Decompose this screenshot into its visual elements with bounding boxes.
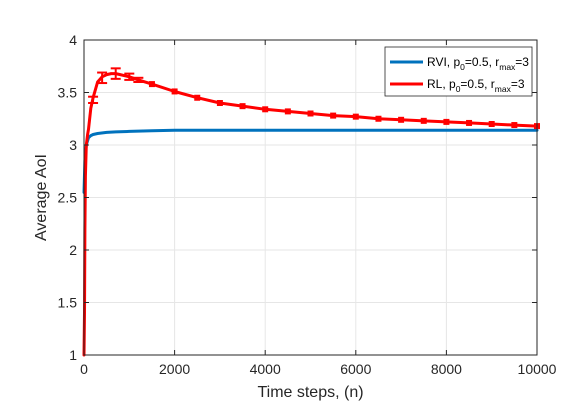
legend-entry-rl: RL, p0=0.5, rmax=3 bbox=[427, 77, 525, 94]
series-line-rvi bbox=[82, 128, 539, 194]
y-tick-label: 1.5 bbox=[58, 295, 78, 311]
y-tick-label: 4 bbox=[69, 32, 77, 48]
data-marker bbox=[148, 81, 155, 88]
x-tick-label: 6000 bbox=[340, 361, 371, 377]
x-tick-label: 8000 bbox=[431, 361, 462, 377]
y-tick-label: 2 bbox=[69, 242, 77, 258]
data-marker bbox=[420, 117, 427, 124]
legend-entry-rvi: RVI, p0=0.5, rmax=3 bbox=[427, 55, 529, 72]
x-axis-label: Time steps, (n) bbox=[257, 384, 363, 401]
y-tick-label: 2.5 bbox=[58, 190, 78, 206]
y-tick-label: 3 bbox=[69, 137, 77, 153]
y-axis-label: Average AoI bbox=[33, 154, 50, 241]
x-tick-label: 0 bbox=[80, 361, 88, 377]
legend: RVI, p0=0.5, rmax=3 RL, p0=0.5, rmax=3 bbox=[384, 46, 533, 97]
data-marker bbox=[239, 103, 246, 110]
legend-box bbox=[384, 46, 533, 97]
data-marker bbox=[443, 118, 450, 125]
data-marker bbox=[262, 106, 269, 113]
data-marker bbox=[375, 115, 382, 122]
data-marker bbox=[330, 112, 337, 119]
data-marker bbox=[216, 100, 223, 106]
data-marker bbox=[511, 122, 518, 129]
series-lines bbox=[82, 67, 540, 357]
y-tick-label: 3.5 bbox=[58, 85, 78, 101]
grid bbox=[83, 39, 538, 356]
data-marker bbox=[398, 116, 405, 123]
data-marker bbox=[466, 119, 473, 126]
data-marker bbox=[171, 88, 178, 95]
x-tick-label: 4000 bbox=[250, 361, 281, 377]
data-marker bbox=[284, 108, 291, 115]
data-marker bbox=[194, 94, 201, 101]
data-marker bbox=[352, 113, 359, 120]
y-tick-label: 1 bbox=[69, 347, 77, 363]
data-marker bbox=[307, 110, 314, 117]
x-tick-label: 2000 bbox=[159, 361, 190, 377]
axis-ticks: 0 2000 4000 6000 8000 10000 1 1.5 2 2.5 3 3.5 4 bbox=[58, 32, 557, 377]
data-marker bbox=[488, 121, 495, 127]
x-tick-label: 10000 bbox=[518, 361, 557, 377]
